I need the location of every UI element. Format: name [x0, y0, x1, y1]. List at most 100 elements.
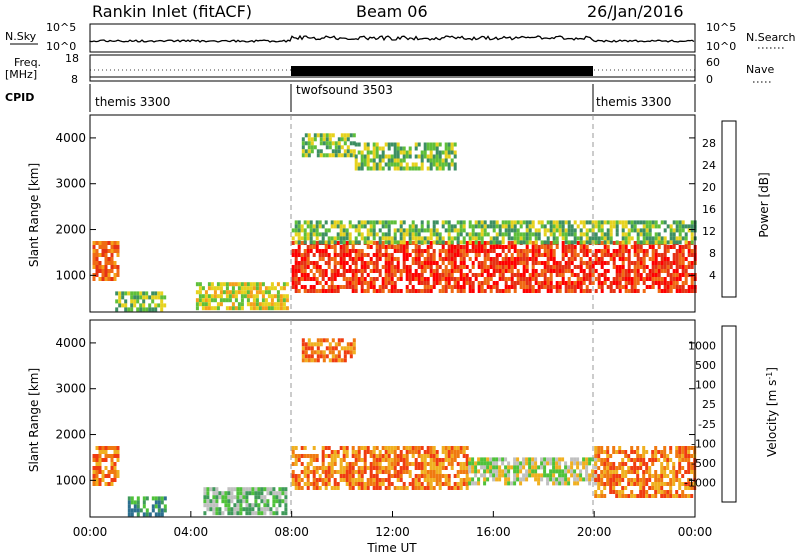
heatmap-cell — [621, 462, 625, 466]
heatmap-cell — [245, 499, 249, 504]
heatmap-cell — [387, 166, 391, 171]
heatmap-cell — [432, 146, 436, 151]
heatmap-cell — [384, 454, 388, 458]
heatmap-cell — [384, 285, 388, 289]
heatmap-cell — [297, 220, 301, 225]
heatmap-cell — [633, 224, 637, 229]
heatmap-cell — [115, 299, 119, 304]
heatmap-cell — [266, 499, 270, 504]
heatmap-cell — [218, 511, 222, 516]
heatmap-cell — [480, 245, 484, 249]
heatmap-cell — [519, 461, 523, 466]
cpid-segment-2: twofsound 3503 — [296, 83, 393, 97]
heatmap-cell — [441, 236, 445, 241]
heatmap-cell — [213, 298, 217, 303]
heatmap-cell — [435, 281, 439, 285]
heatmap-cell — [318, 281, 322, 285]
heatmap-cell — [588, 457, 592, 462]
heatmap-cell — [579, 285, 583, 289]
heatmap-cell — [615, 474, 619, 478]
heatmap-cell — [654, 224, 658, 229]
heatmap-cell — [357, 220, 361, 225]
heatmap-cell — [603, 466, 607, 470]
heatmap-cell — [402, 166, 406, 171]
heatmap-cell — [369, 466, 373, 470]
heatmap-cell — [354, 257, 358, 261]
heatmap-cell — [207, 302, 211, 307]
heatmap-cell — [465, 245, 469, 249]
heatmap-cell — [477, 236, 481, 241]
heatmap-cell — [471, 265, 475, 269]
heatmap-cell — [513, 477, 517, 482]
heatmap-cell — [321, 224, 325, 229]
heatmap-cell — [447, 146, 451, 151]
heatmap-cell — [297, 265, 301, 269]
heatmap-cell — [681, 249, 685, 253]
heatmap-cell — [495, 289, 499, 293]
heatmap-cell — [224, 499, 228, 504]
heatmap-cell — [414, 273, 418, 277]
heatmap-cell — [227, 503, 231, 508]
heatmap-cell — [627, 261, 631, 265]
heatmap-cell — [654, 478, 658, 482]
heatmap-cell — [300, 241, 304, 245]
heatmap-cell — [468, 469, 472, 474]
heatmap-cell — [278, 495, 282, 500]
heatmap-cell — [304, 346, 308, 351]
heatmap-cell — [537, 236, 541, 241]
heatmap-cell — [240, 294, 244, 299]
heatmap-cell — [600, 261, 604, 265]
heatmap-cell — [456, 462, 460, 466]
heatmap-cell — [251, 487, 255, 492]
heatmap-cell — [104, 261, 108, 265]
heatmap-cell — [678, 470, 682, 474]
heatmap-cell — [340, 346, 344, 351]
heatmap-cell — [399, 232, 403, 237]
heatmap-cell — [330, 470, 334, 474]
heatmap-cell — [291, 277, 295, 281]
heatmap-cell — [651, 486, 655, 490]
heatmap-cell — [495, 224, 499, 229]
heatmap-cell — [390, 257, 394, 261]
heatmap-cell — [402, 486, 406, 490]
heatmap-cell — [633, 253, 637, 257]
heatmap-cell — [495, 473, 499, 478]
heatmap-cell — [195, 306, 199, 311]
heatmap-cell — [546, 261, 550, 265]
heatmap-cell — [654, 265, 658, 269]
heatmap-cell — [127, 496, 131, 501]
heatmap-cell — [585, 245, 589, 249]
heatmap-cell — [498, 265, 502, 269]
heatmap-cell — [417, 482, 421, 486]
heatmap-cell — [432, 261, 436, 265]
heatmap-cell — [363, 265, 367, 269]
heatmap-cell — [426, 166, 430, 171]
heatmap-cell — [624, 289, 628, 293]
heatmap-cell — [417, 450, 421, 454]
heatmap-cell — [160, 307, 164, 312]
heatmap-cell — [450, 142, 454, 147]
heatmap-cell — [456, 253, 460, 257]
heatmap-cell — [627, 265, 631, 269]
heatmap-cell — [435, 482, 439, 486]
heatmap-cell — [315, 277, 319, 281]
heatmap-cell — [462, 462, 466, 466]
heatmap-cell — [348, 281, 352, 285]
heatmap-cell — [116, 450, 120, 454]
heatmap-cell — [639, 220, 643, 225]
heatmap-cell — [690, 228, 694, 233]
heatmap-cell — [396, 269, 400, 273]
heatmap-cell — [432, 273, 436, 277]
heatmap-cell — [576, 477, 580, 482]
heatmap-cell — [438, 142, 442, 147]
heatmap-cell — [393, 240, 397, 245]
heatmap-cell — [310, 354, 314, 359]
heatmap-cell — [130, 291, 134, 296]
heatmap-cell — [450, 466, 454, 470]
heatmap-cell — [513, 245, 517, 249]
heatmap-cell — [507, 461, 511, 466]
heatmap-cell — [363, 281, 367, 285]
heatmap-cell — [609, 289, 613, 293]
heatmap-cell — [609, 240, 613, 245]
heatmap-cell — [615, 273, 619, 277]
